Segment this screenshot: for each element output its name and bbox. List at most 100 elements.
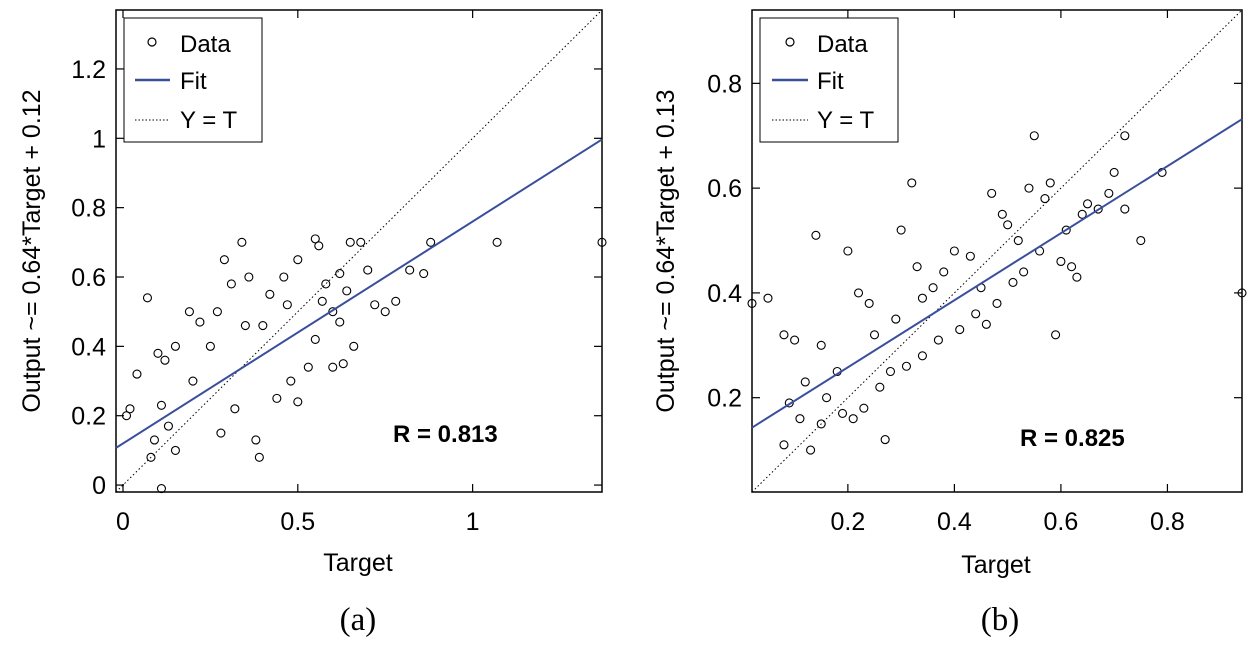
data-point (992, 298, 1002, 308)
data-point (763, 293, 773, 303)
data-point (321, 279, 331, 289)
data-point (1008, 277, 1018, 287)
data-point (790, 335, 800, 345)
x-tick-label: 0 (116, 508, 130, 536)
data-point (806, 445, 816, 455)
y-tick-label: 0.4 (71, 333, 106, 361)
data-point (1072, 272, 1082, 282)
data-point (949, 246, 959, 256)
data-point (237, 237, 247, 247)
data-point (933, 335, 943, 345)
data-point (891, 314, 901, 324)
identity-line-b (751, 9, 1243, 493)
data-point (779, 440, 789, 450)
data-point (1029, 131, 1039, 141)
legend-label-identity-b: Y = T (817, 107, 874, 134)
data-point (864, 298, 874, 308)
fit-line-b (751, 118, 1243, 429)
data-point (896, 225, 906, 235)
x-axis-label-a: Target (323, 549, 393, 577)
data-point (163, 421, 173, 431)
x-tick-label: 0.6 (1044, 508, 1079, 536)
data-point (293, 255, 303, 265)
y-tick-label: 0.8 (707, 70, 742, 98)
data-point (875, 382, 885, 392)
legend-label-fit-a: Fit (180, 68, 207, 95)
axis-ticks-b: 0.2 0.4 0.6 0.8 0.2 0.4 0.6 0.8 (707, 10, 1242, 536)
data-point (1093, 204, 1103, 214)
data-point (869, 330, 880, 340)
data-point (843, 246, 853, 256)
data-point (282, 300, 292, 310)
data-point (1045, 178, 1055, 188)
data-point (907, 178, 917, 188)
data-point (380, 307, 390, 317)
caption-a: (a) (340, 602, 377, 638)
data-point (310, 334, 320, 344)
data-point (997, 209, 1007, 219)
y-axis-label-b: Output ~= 0.64*Target + 0.13 (652, 89, 680, 412)
y-tick-label: 0.6 (707, 175, 742, 203)
data-point (272, 393, 282, 403)
data-point (1104, 188, 1114, 198)
data-points-a (121, 234, 607, 494)
data-point (170, 445, 180, 455)
data-point (342, 286, 352, 296)
data-point (912, 262, 922, 272)
data-point (1120, 204, 1130, 214)
data-point (901, 361, 912, 371)
data-point (230, 404, 240, 414)
data-point (219, 255, 229, 265)
data-point (965, 251, 975, 261)
data-point (1067, 262, 1077, 272)
data-point (885, 366, 896, 377)
scatter-panel-b: 0.2 0.4 0.6 0.80.20.40.60.8 Data Fit Y = T … (652, 9, 1247, 638)
data-point (156, 400, 167, 410)
data-point (356, 237, 366, 247)
data-point (363, 265, 373, 275)
data-point (265, 289, 275, 299)
legend-label-data-a: Data (180, 31, 231, 58)
fit-line-a (115, 138, 603, 449)
scatter-panel-a: 0 0.5 1 0 0.2 0.4 0.6 0.8 1 1.2 Data Fit Y = T R … (18, 9, 607, 638)
data-point (317, 296, 327, 306)
legend-marker-data-b (785, 37, 795, 47)
legend-b: Data Fit Y = T (759, 17, 899, 143)
data-point (258, 321, 268, 331)
data-point (811, 230, 821, 240)
x-tick-label: 0.4 (937, 508, 972, 536)
data-point (335, 317, 345, 327)
data-point (391, 296, 401, 306)
y-tick-label: 0.2 (707, 385, 742, 413)
data-point (244, 272, 254, 282)
data-point (314, 241, 324, 251)
legend-a: Data Fit Y = T (123, 17, 263, 143)
data-point (188, 376, 198, 386)
data-point (917, 293, 927, 303)
x-tick-label: 0.2 (830, 508, 865, 536)
data-point (1024, 183, 1034, 193)
data-point (971, 309, 981, 319)
data-point (939, 267, 949, 277)
data-point (370, 300, 380, 310)
data-point (837, 408, 848, 418)
data-point (419, 268, 429, 279)
data-point (800, 377, 810, 387)
data-point (254, 452, 264, 462)
legend-label-identity-a: Y = T (180, 107, 237, 134)
x-axis-label-b: Target (961, 551, 1031, 579)
data-point (1040, 194, 1050, 204)
y-tick-label: 1 (92, 125, 106, 153)
legend-label-fit-b: Fit (817, 68, 844, 95)
y-axis-label-a: Output ~= 0.64*Target + 0.12 (18, 89, 46, 412)
data-point (784, 398, 794, 408)
data-point (1056, 256, 1066, 267)
data-point (1061, 225, 1071, 235)
data-point (1077, 209, 1087, 219)
data-point (955, 325, 965, 335)
r-annotation-a: R = 0.813 (393, 421, 498, 448)
legend-marker-data-a (147, 37, 157, 47)
data-point (928, 283, 938, 293)
data-point (142, 293, 153, 303)
